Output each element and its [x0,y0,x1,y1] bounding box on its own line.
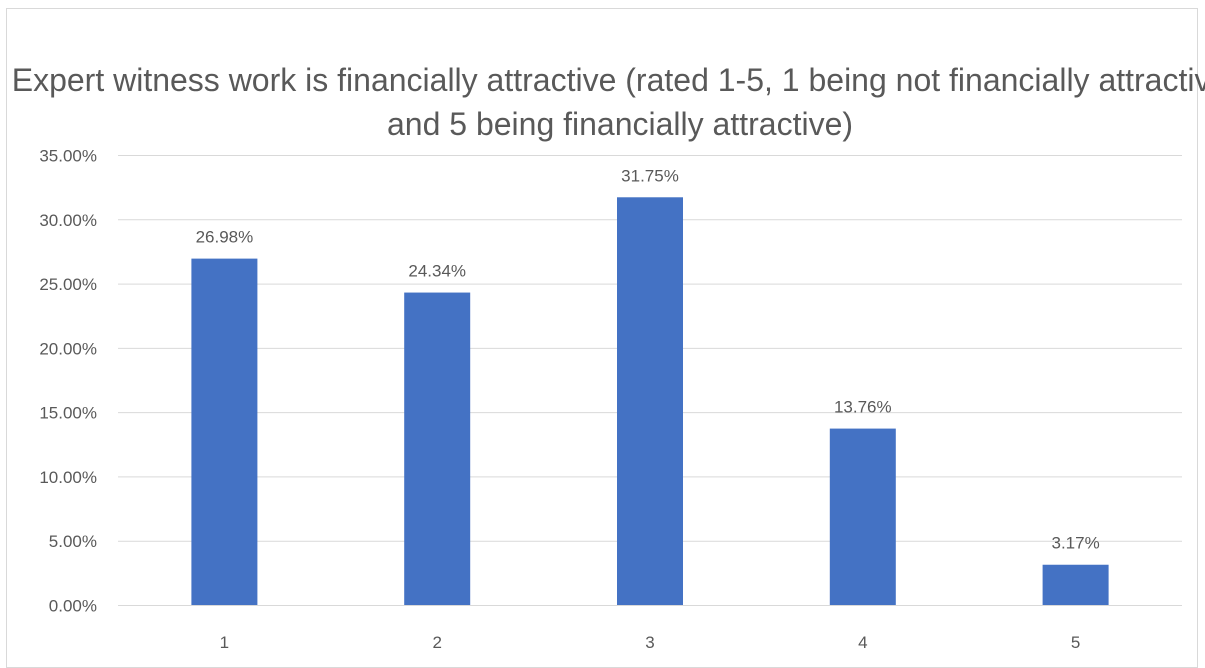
data-label: 24.34% [408,262,466,281]
bar [191,258,258,606]
y-tick-label: 20.00% [39,339,97,358]
data-label: 31.75% [621,166,679,185]
x-axis-ticks: 1 2 3 4 5 [220,633,1081,652]
x-tick-label: 1 [220,633,229,652]
bar [1042,564,1109,606]
bar [617,197,683,606]
data-label: 3.17% [1051,534,1099,553]
y-tick-label: 10.00% [39,468,97,487]
data-label: 26.98% [196,228,254,247]
y-tick-label: 5.00% [49,532,97,551]
y-tick-label: 30.00% [39,211,97,230]
chart-title: Expert witness work is financially attra… [11,62,1205,142]
data-labels: 26.98% 24.34% 31.75% 13.76% 3.17% [196,166,1100,552]
y-axis-ticks: 0.00% 5.00% 10.00% 15.00% 20.00% 25.00% 30.00%… [39,147,97,616]
x-tick-label: 4 [858,633,867,652]
data-label: 13.76% [834,398,892,417]
x-tick-label: 3 [645,633,654,652]
bar [829,428,896,606]
bars [191,197,1109,606]
x-tick-label: 5 [1071,633,1080,652]
x-tick-label: 2 [432,633,441,652]
y-tick-label: 35.00% [39,147,97,166]
bar [404,292,471,606]
y-tick-label: 15.00% [39,404,97,423]
y-tick-label: 0.00% [49,597,97,616]
y-tick-label: 25.00% [39,275,97,294]
